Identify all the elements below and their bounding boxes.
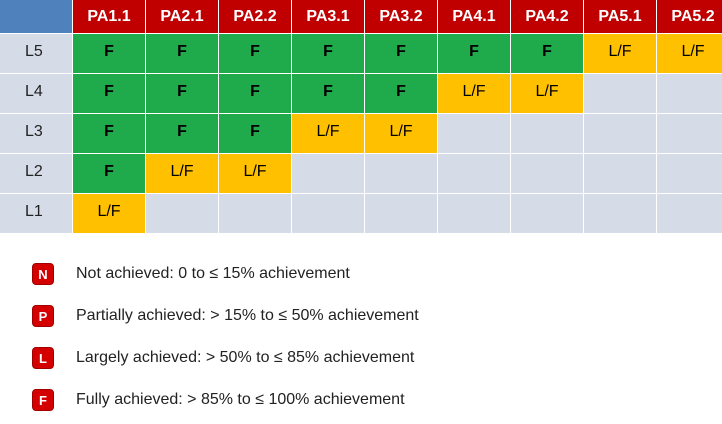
column-header: PA1.1 <box>73 0 145 33</box>
table-cell <box>657 74 722 113</box>
table-cell: F <box>73 34 145 73</box>
column-header: PA4.2 <box>511 0 583 33</box>
legend-text: Fully achieved: > 85% to ≤ 100% achievem… <box>76 391 405 408</box>
rating-badge: N <box>32 263 54 285</box>
table-cell: L/F <box>146 154 218 193</box>
table-cell <box>584 154 656 193</box>
rating-badge: P <box>32 305 54 327</box>
table-cell <box>657 114 722 153</box>
table-cell: F <box>73 154 145 193</box>
column-header: PA3.1 <box>292 0 364 33</box>
table-cell <box>511 194 583 233</box>
table-cell: F <box>146 74 218 113</box>
table-cell <box>146 194 218 233</box>
table-cell: F <box>292 34 364 73</box>
rating-badge: F <box>32 389 54 411</box>
row-label: L4 <box>0 74 72 113</box>
row-label: L2 <box>0 154 72 193</box>
table-cell <box>438 154 510 193</box>
column-header: PA5.2 <box>657 0 722 33</box>
table-cell <box>584 194 656 233</box>
table-cell: F <box>292 74 364 113</box>
column-header: PA5.1 <box>584 0 656 33</box>
table-cell: L/F <box>365 114 437 153</box>
table-cell: F <box>365 74 437 113</box>
table-cell <box>365 154 437 193</box>
table-cell <box>511 154 583 193</box>
table-cell: F <box>511 34 583 73</box>
column-header: PA4.1 <box>438 0 510 33</box>
table-cell <box>292 194 364 233</box>
legend-text: Not achieved: 0 to ≤ 15% achievement <box>76 265 350 282</box>
table-cell <box>511 114 583 153</box>
table-cell <box>657 194 722 233</box>
rating-badge: L <box>32 347 54 369</box>
table-cell: L/F <box>219 154 291 193</box>
table-cell <box>219 194 291 233</box>
legend-text: Largely achieved: > 50% to ≤ 85% achieve… <box>76 349 415 366</box>
table-cell: L/F <box>73 194 145 233</box>
column-header: PA2.1 <box>146 0 218 33</box>
table-cell <box>584 114 656 153</box>
table-cell: F <box>365 34 437 73</box>
table-cell <box>657 154 722 193</box>
table-cell: F <box>219 74 291 113</box>
column-header: PA2.2 <box>219 0 291 33</box>
table-cell: F <box>73 74 145 113</box>
capability-table: PA1.1 PA2.1 PA2.2 PA3.1 PA3.2 PA4.1 PA4.2 PA5.1… <box>0 0 722 233</box>
row-label: L1 <box>0 194 72 233</box>
table-cell: L/F <box>292 114 364 153</box>
legend-text: Partially achieved: > 15% to ≤ 50% achie… <box>76 307 419 324</box>
table-cell: F <box>438 34 510 73</box>
table-cell <box>438 114 510 153</box>
table-cell: F <box>73 114 145 153</box>
table-cell: L/F <box>657 34 722 73</box>
column-header: PA3.2 <box>365 0 437 33</box>
table-corner <box>0 0 72 33</box>
table-cell: F <box>219 114 291 153</box>
table-cell: F <box>146 114 218 153</box>
table-cell: F <box>219 34 291 73</box>
table-cell <box>292 154 364 193</box>
table-cell: L/F <box>511 74 583 113</box>
table-cell: L/F <box>438 74 510 113</box>
table-cell <box>365 194 437 233</box>
table-cell: L/F <box>584 34 656 73</box>
table-cell <box>584 74 656 113</box>
table-cell <box>438 194 510 233</box>
row-label: L3 <box>0 114 72 153</box>
row-label: L5 <box>0 34 72 73</box>
table-cell: F <box>146 34 218 73</box>
